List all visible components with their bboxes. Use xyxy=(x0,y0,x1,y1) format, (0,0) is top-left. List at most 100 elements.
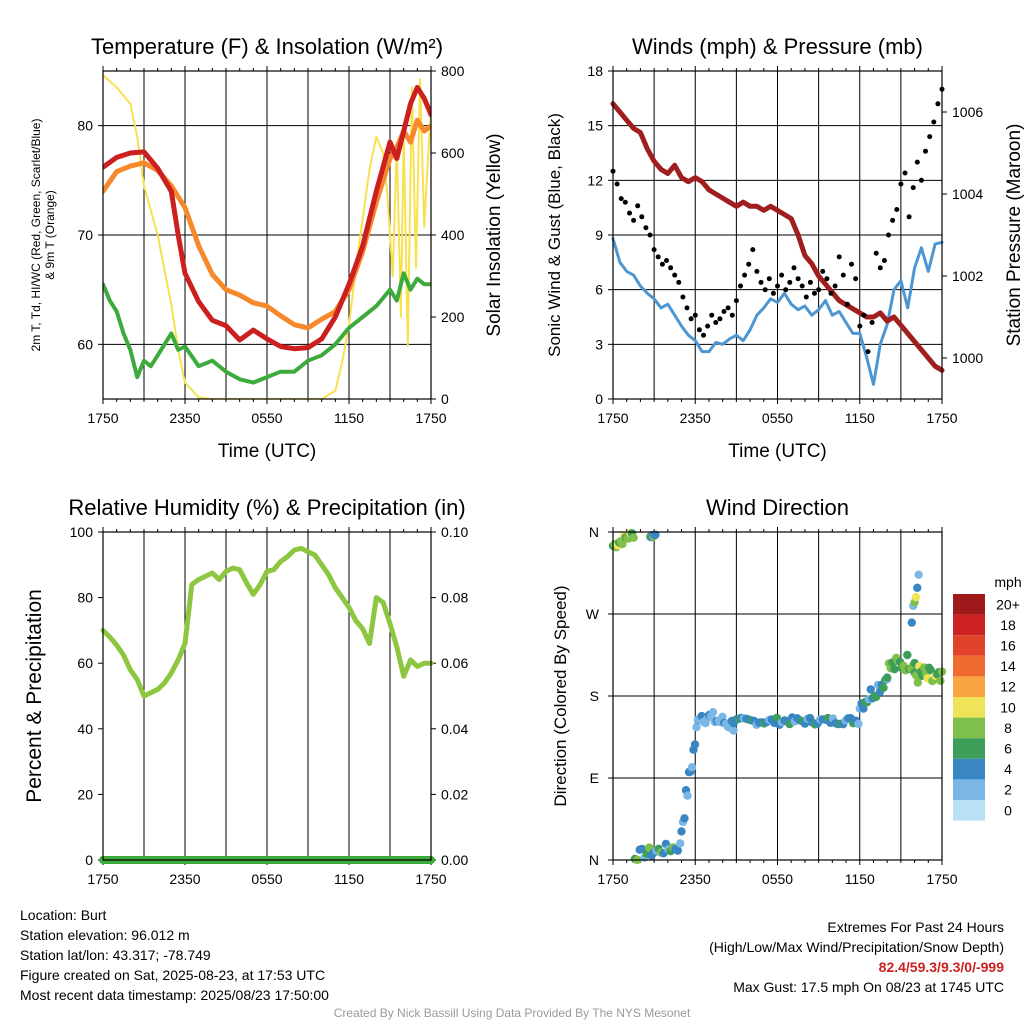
panel-wdir: Wind Direction 1750 2350 0550 1150 1750 N E S W N D… xyxy=(551,495,1022,887)
gust-point xyxy=(877,265,883,271)
series-line-rh xyxy=(100,545,434,699)
max-gust-text: Max Gust: 17.5 mph On 08/23 at 1745 UTC xyxy=(733,979,1004,995)
gust-point xyxy=(618,196,624,202)
gust-point xyxy=(738,283,743,289)
gust-point xyxy=(758,279,764,285)
legend-label: 2 xyxy=(1004,782,1012,798)
gust-point xyxy=(914,159,920,165)
elevation-text: Station elevation: 96.012 m xyxy=(20,927,190,943)
gust-point xyxy=(890,217,896,223)
gust-point xyxy=(659,261,665,267)
direction-point xyxy=(692,723,701,732)
gust-point xyxy=(766,276,772,282)
gust-point xyxy=(779,272,785,278)
legend-swatch xyxy=(953,697,985,718)
direction-point xyxy=(690,740,700,749)
extremes-heading: Extremes For Past 24 Hours xyxy=(827,919,1004,935)
y2-tick-label: 0 xyxy=(441,391,449,407)
gust-point xyxy=(639,214,645,220)
gust-point xyxy=(918,177,924,183)
gust-point xyxy=(622,199,628,205)
gust-point xyxy=(742,272,748,278)
panel-title: Temperature (F) & Insolation (W/m²) xyxy=(91,34,443,59)
x-tick-label: 1150 xyxy=(845,871,875,887)
gust-point xyxy=(627,210,632,216)
gust-point xyxy=(762,287,768,293)
y2-tick-label: 0.02 xyxy=(441,786,468,802)
series-line-blue xyxy=(611,237,944,386)
location-text: Location: Burt xyxy=(20,907,107,923)
direction-point xyxy=(907,618,916,627)
legend-swatch xyxy=(953,800,985,821)
direction-point xyxy=(913,678,922,687)
plot-frame xyxy=(612,70,943,400)
gust-point xyxy=(680,294,686,300)
legend-swatch xyxy=(953,655,985,677)
y2-tick-label: 0.10 xyxy=(441,524,468,540)
gust-point xyxy=(672,272,678,278)
gust-point xyxy=(647,232,653,238)
y-tick-label: 3 xyxy=(595,336,603,352)
gust-point xyxy=(857,323,863,329)
x-tick-label: 1750 xyxy=(87,871,118,887)
legend-label: 20+ xyxy=(996,596,1020,612)
direction-point xyxy=(903,650,912,660)
gust-point xyxy=(733,298,739,304)
direction-point xyxy=(708,708,718,717)
x-tick-label: 1750 xyxy=(415,871,446,887)
gust-point xyxy=(668,265,674,271)
direction-point xyxy=(914,570,923,579)
gust-point xyxy=(754,268,760,274)
gust-point xyxy=(692,312,698,318)
y2-tick-label: 1006 xyxy=(952,104,983,120)
extremes-subheading: (High/Low/Max Wind/Precipitation/Snow De… xyxy=(709,939,1004,955)
gust-point xyxy=(701,332,706,338)
gust-point xyxy=(705,323,711,329)
x-tick-label: 2350 xyxy=(680,410,711,426)
gust-point xyxy=(840,272,846,278)
x-tick-label: 0550 xyxy=(762,410,793,426)
gust-point xyxy=(775,283,780,289)
direction-point xyxy=(680,814,689,823)
y-tick-label: 18 xyxy=(587,63,603,79)
gust-point xyxy=(696,327,702,333)
gust-point xyxy=(853,276,859,282)
gust-point xyxy=(643,225,649,231)
y2-tick-label: 800 xyxy=(441,63,465,79)
gust-point xyxy=(721,309,727,314)
plot-frame xyxy=(102,70,432,400)
y-tick-label: N xyxy=(589,524,599,540)
direction-point xyxy=(890,665,899,674)
gust-point xyxy=(717,316,723,322)
y-tick-label: N xyxy=(589,852,599,868)
panel-temp: Temperature (F) & Insolation (W/m²) Time … xyxy=(29,34,505,462)
figure-created-text: Figure created on Sat, 2025-08-23, at 17… xyxy=(20,967,326,983)
direction-point xyxy=(677,827,686,836)
credit-line: Created By Nick Bassill Using Data Provi… xyxy=(333,1006,691,1020)
direction-point xyxy=(618,539,627,549)
y-axis-label: & 9m T (Orange) xyxy=(43,190,57,280)
y-axis-label: Direction (Colored By Speed) xyxy=(551,585,570,806)
legend-label: 0 xyxy=(1004,802,1012,818)
direction-point xyxy=(629,533,638,542)
x-tick-label: 1750 xyxy=(87,410,118,426)
y2-tick-label: 200 xyxy=(441,309,465,325)
y2-tick-label: 1002 xyxy=(952,268,983,284)
y-tick-label: 12 xyxy=(587,172,603,188)
x-tick-label: 0550 xyxy=(251,410,282,426)
x-tick-label: 1150 xyxy=(845,410,875,426)
y-tick-label: 6 xyxy=(595,282,603,298)
gust-point xyxy=(709,312,715,318)
speed-legend: mph 20+ 18 16 14 12 10 8 6 4 2 0 xyxy=(953,574,1022,821)
direction-point xyxy=(879,683,888,692)
direction-point xyxy=(729,726,738,735)
gust-point xyxy=(931,119,937,125)
gust-point xyxy=(729,312,735,318)
gust-point xyxy=(865,349,871,355)
gust-point xyxy=(849,261,854,267)
gust-point xyxy=(910,185,916,191)
legend-swatch xyxy=(953,758,985,780)
legend-swatch xyxy=(953,614,985,636)
gust-point xyxy=(795,276,801,282)
y2-tick-label: 0.04 xyxy=(441,721,468,737)
